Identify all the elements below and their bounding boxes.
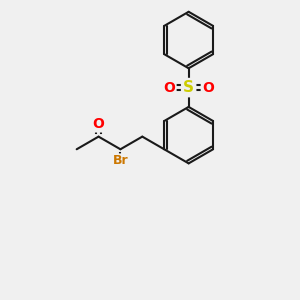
Text: O: O bbox=[202, 81, 214, 94]
Text: S: S bbox=[183, 80, 194, 95]
Text: O: O bbox=[164, 81, 175, 94]
Text: O: O bbox=[93, 117, 104, 131]
Text: Br: Br bbox=[112, 154, 128, 167]
